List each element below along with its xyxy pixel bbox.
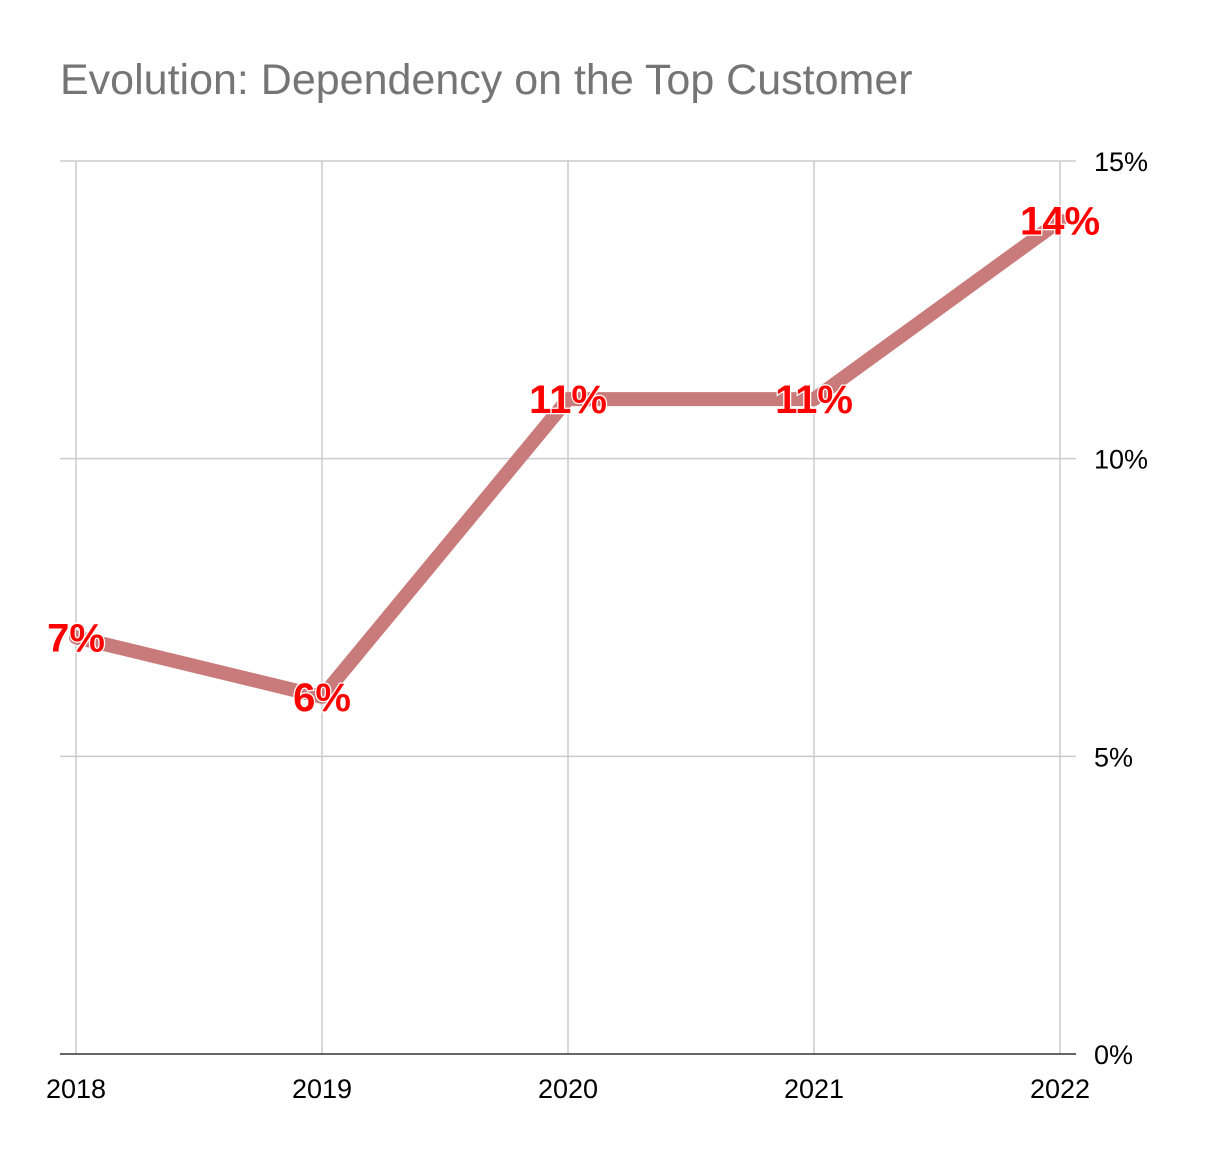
data-point-2018 [69,630,83,645]
x-tick-label: 2018 [46,1074,106,1104]
y-tick-label: 15% [1094,147,1148,177]
data-label-2018: 7% [47,616,105,660]
y-tick-label: 10% [1094,445,1148,475]
x-tick-label: 2021 [784,1074,844,1104]
data-point-2021 [807,392,821,407]
data-label-2022: 14% [1020,200,1100,244]
y-tick-labels: 0% 5% 10% 15% [1094,147,1148,1070]
data-point-2020 [561,392,575,407]
data-label-2019: 6% [293,676,351,720]
data-label-2021: 11% [775,378,853,422]
horizontal-gridlines [60,160,1076,758]
x-tick-label: 2020 [538,1074,598,1104]
y-tick-label: 0% [1094,1040,1133,1070]
chart-title: Evolution: Dependency on the Top Custome… [60,56,913,104]
x-tick-label: 2022 [1030,1074,1090,1104]
vertical-gridlines [75,161,1061,1054]
y-tick-label: 5% [1094,742,1133,772]
x-tick-labels: 2018 2019 2020 2021 2022 [46,1074,1090,1104]
data-labels: 7% 6% 11% 11% 14% [46,198,1101,721]
series-group [69,213,1067,704]
data-point-2019 [315,689,329,704]
x-tick-label: 2019 [292,1074,352,1104]
data-point-2022 [1053,213,1067,228]
data-label-2020: 11% [529,378,607,422]
